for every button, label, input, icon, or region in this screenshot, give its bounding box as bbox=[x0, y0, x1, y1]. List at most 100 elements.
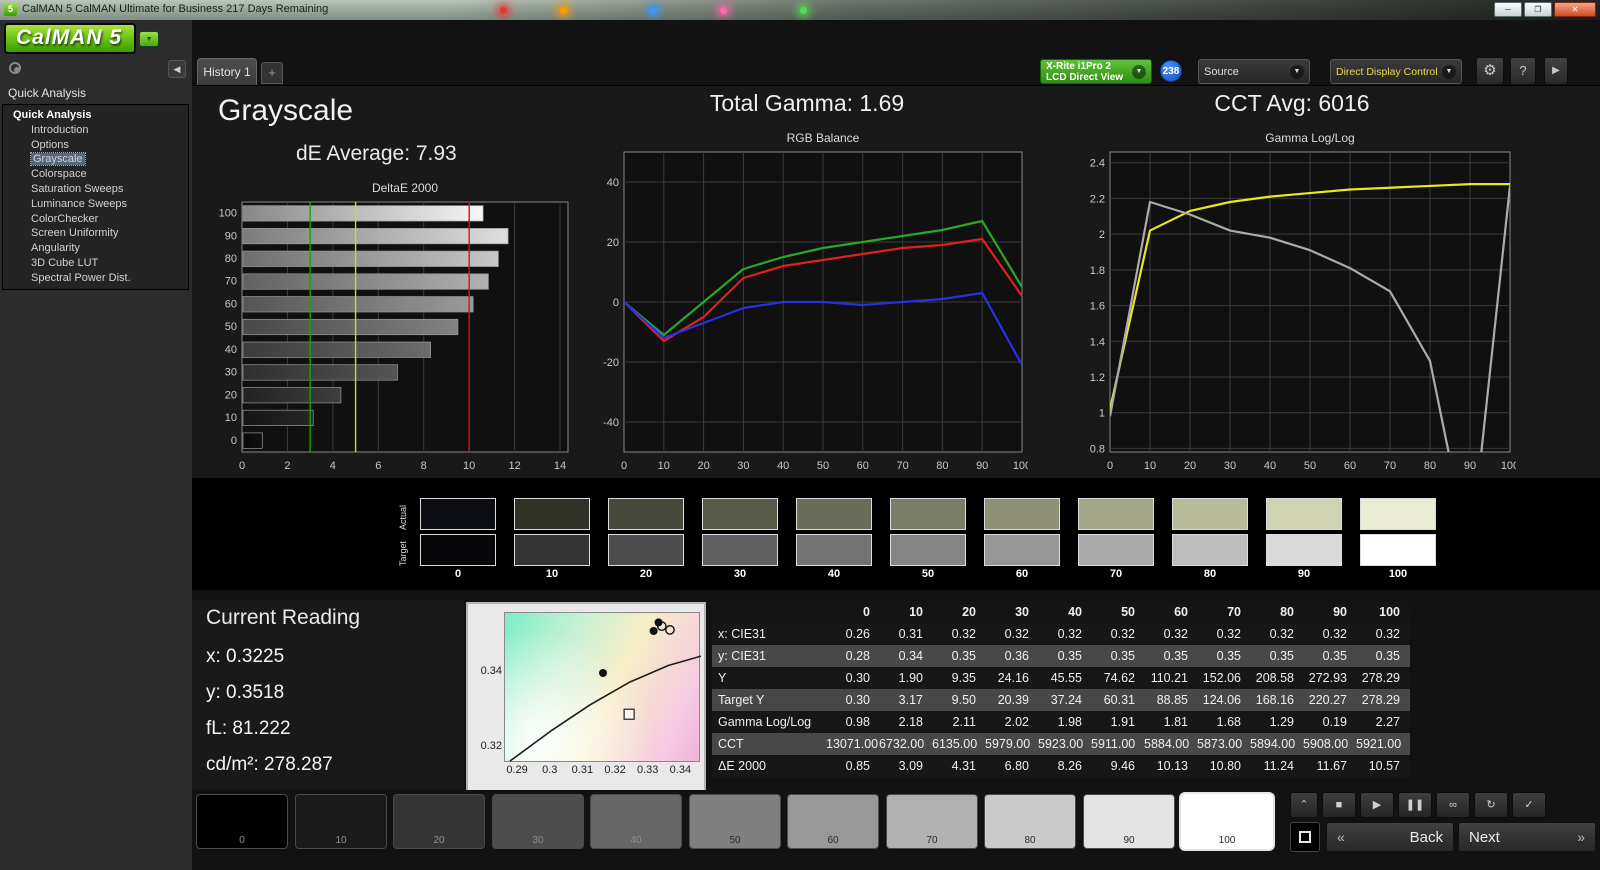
level-patch-button-10[interactable]: 10 bbox=[295, 794, 387, 849]
help-button[interactable]: ? bbox=[1510, 57, 1536, 85]
level-patch-button-80[interactable]: 80 bbox=[984, 794, 1076, 849]
target-row-label: Target bbox=[398, 540, 408, 566]
level-patch-button-100[interactable]: 100 bbox=[1181, 794, 1273, 849]
minimize-button[interactable]: ─ bbox=[1494, 2, 1522, 17]
table-row: Target Y 0.30 3.17 9.50 20.39 37.24 60.31 88.85… bbox=[712, 689, 1410, 711]
patch-level-label: 30 bbox=[532, 835, 544, 846]
table-cell: 0.32 bbox=[1216, 627, 1241, 641]
table-cell: 5911.00 bbox=[1091, 737, 1136, 751]
sidebar-collapse-button[interactable]: ◀ bbox=[168, 60, 186, 78]
pause-button[interactable]: ❚❚ bbox=[1398, 792, 1432, 818]
svg-text:-40: -40 bbox=[603, 417, 619, 429]
svg-text:0.8: 0.8 bbox=[1090, 443, 1105, 455]
table-cell: 20.39 bbox=[997, 693, 1029, 707]
swatch-level-label: 90 bbox=[1297, 568, 1311, 580]
table-cell: 5923.00 bbox=[1038, 737, 1084, 751]
pattern-display-button[interactable] bbox=[1290, 822, 1320, 852]
sidebar-item-luminance-sweeps[interactable]: Luminance Sweeps bbox=[31, 197, 128, 210]
svg-text:80: 80 bbox=[225, 253, 237, 265]
help-icon: ? bbox=[1519, 63, 1527, 78]
sidebar-item-options[interactable]: Options bbox=[31, 138, 69, 151]
table-cell: 272.93 bbox=[1308, 671, 1347, 685]
target-swatch-40 bbox=[796, 534, 872, 566]
sidebar-item-colorspace[interactable]: Colorspace bbox=[31, 168, 87, 181]
swatch-level-label: 10 bbox=[545, 568, 559, 580]
table-cell: 0.30 bbox=[845, 671, 870, 685]
swatch-level-label: 80 bbox=[1203, 568, 1217, 580]
sidebar-item-colorchecker[interactable]: ColorChecker bbox=[31, 212, 99, 225]
svg-text:2: 2 bbox=[1099, 229, 1105, 241]
table-cell: 278.29 bbox=[1361, 671, 1400, 685]
table-row: Y 0.30 1.90 9.35 24.16 45.55 74.62 110.21 152.06… bbox=[712, 667, 1410, 689]
svg-text:0: 0 bbox=[231, 435, 237, 447]
cie-y-tick: 0.34 bbox=[480, 665, 502, 677]
level-patch-button-90[interactable]: 90 bbox=[1083, 794, 1175, 849]
svg-text:1.2: 1.2 bbox=[1090, 372, 1105, 384]
svg-text:1.4: 1.4 bbox=[1090, 336, 1105, 348]
table-cell: 0.32 bbox=[1375, 627, 1400, 641]
add-tab-button[interactable]: + bbox=[261, 62, 283, 84]
expand-panel-button[interactable]: ▶ bbox=[1544, 57, 1568, 85]
table-cell: 110.21 bbox=[1150, 671, 1188, 685]
collapse-up-button[interactable]: ⌃ bbox=[1290, 792, 1318, 818]
table-cell: 74.62 bbox=[1103, 671, 1135, 685]
close-button[interactable]: ✕ bbox=[1554, 2, 1596, 17]
level-patch-button-20[interactable]: 20 bbox=[393, 794, 485, 849]
sidebar-item-quick-analysis[interactable]: Quick Analysis bbox=[13, 109, 92, 121]
logo-row: CalMAN 5 ▼ bbox=[4, 23, 160, 54]
sidebar-item-screen-uniformity[interactable]: Screen Uniformity bbox=[31, 227, 119, 240]
wallpaper-glow bbox=[800, 7, 807, 14]
maximize-button[interactable]: ❐ bbox=[1524, 2, 1552, 17]
patch-level-label: 70 bbox=[926, 835, 938, 846]
navigation-ring-icon[interactable] bbox=[9, 62, 21, 74]
settings-button[interactable]: ⚙ bbox=[1476, 57, 1504, 85]
table-cell: 0.32 bbox=[1163, 627, 1188, 641]
stop-button[interactable]: ■ bbox=[1322, 792, 1356, 818]
level-patch-button-30[interactable]: 30 bbox=[492, 794, 584, 849]
sidebar-item-grayscale[interactable]: Grayscale bbox=[30, 152, 86, 167]
level-patch-button-50[interactable]: 50 bbox=[689, 794, 781, 849]
loop-button[interactable]: ↻ bbox=[1474, 792, 1508, 818]
table-cell: 0.35 bbox=[951, 649, 976, 663]
table-cell: 5908.00 bbox=[1303, 737, 1349, 751]
sidebar-item-spectral-power-dist-[interactable]: Spectral Power Dist. bbox=[31, 271, 131, 284]
table-cell: 278.29 bbox=[1361, 693, 1400, 707]
cie-y-tick: 0.32 bbox=[480, 740, 502, 752]
table-cell: 5873.00 bbox=[1197, 737, 1243, 751]
accept-button[interactable]: ✓ bbox=[1512, 792, 1546, 818]
actual-swatch-30 bbox=[702, 498, 778, 530]
swatch-level-label: 70 bbox=[1109, 568, 1123, 580]
play-button[interactable]: ▶ bbox=[1360, 792, 1394, 818]
continuous-button[interactable]: ∞ bbox=[1436, 792, 1470, 818]
meter-mode: LCD Direct View bbox=[1046, 71, 1124, 83]
svg-text:10: 10 bbox=[463, 460, 475, 472]
table-cell: 0.35 bbox=[1269, 649, 1294, 663]
cie-x-tick: 0.29 bbox=[506, 764, 528, 776]
next-button[interactable]: Next » bbox=[1458, 822, 1596, 852]
svg-text:2: 2 bbox=[284, 460, 290, 472]
history-tab[interactable]: History 1 bbox=[197, 58, 257, 86]
svg-text:10: 10 bbox=[225, 412, 237, 424]
level-patch-button-0[interactable]: 0 bbox=[196, 794, 288, 849]
sidebar-item-introduction[interactable]: Introduction bbox=[31, 123, 89, 136]
sidebar-item-saturation-sweeps[interactable]: Saturation Sweeps bbox=[31, 182, 124, 195]
table-cell: 8.26 bbox=[1057, 759, 1082, 773]
table-cell: 6.80 bbox=[1004, 759, 1029, 773]
target-swatch-20 bbox=[608, 534, 684, 566]
svg-text:80: 80 bbox=[936, 460, 948, 472]
source-dropdown[interactable]: Source ▼ bbox=[1198, 59, 1310, 84]
level-patch-button-60[interactable]: 60 bbox=[787, 794, 879, 849]
display-control-dropdown[interactable]: Direct Display Control ▼ bbox=[1330, 59, 1462, 84]
next-label: Next bbox=[1469, 828, 1500, 846]
sidebar-item-angularity[interactable]: Angularity bbox=[31, 242, 80, 255]
svg-text:40: 40 bbox=[777, 460, 789, 472]
sidebar-item-3d-cube-lut[interactable]: 3D Cube LUT bbox=[31, 256, 99, 269]
back-button[interactable]: « Back bbox=[1326, 822, 1454, 852]
table-cell: 5894.00 bbox=[1250, 737, 1296, 751]
table-cell: 1.91 bbox=[1110, 715, 1135, 729]
level-patch-button-70[interactable]: 70 bbox=[886, 794, 978, 849]
logo-menu-button[interactable]: ▼ bbox=[139, 30, 160, 47]
meter-dropdown[interactable]: X-Rite i1Pro 2 LCD Direct View ▼ bbox=[1040, 59, 1152, 84]
source-label: Source bbox=[1204, 65, 1239, 78]
level-patch-button-40[interactable]: 40 bbox=[590, 794, 682, 849]
